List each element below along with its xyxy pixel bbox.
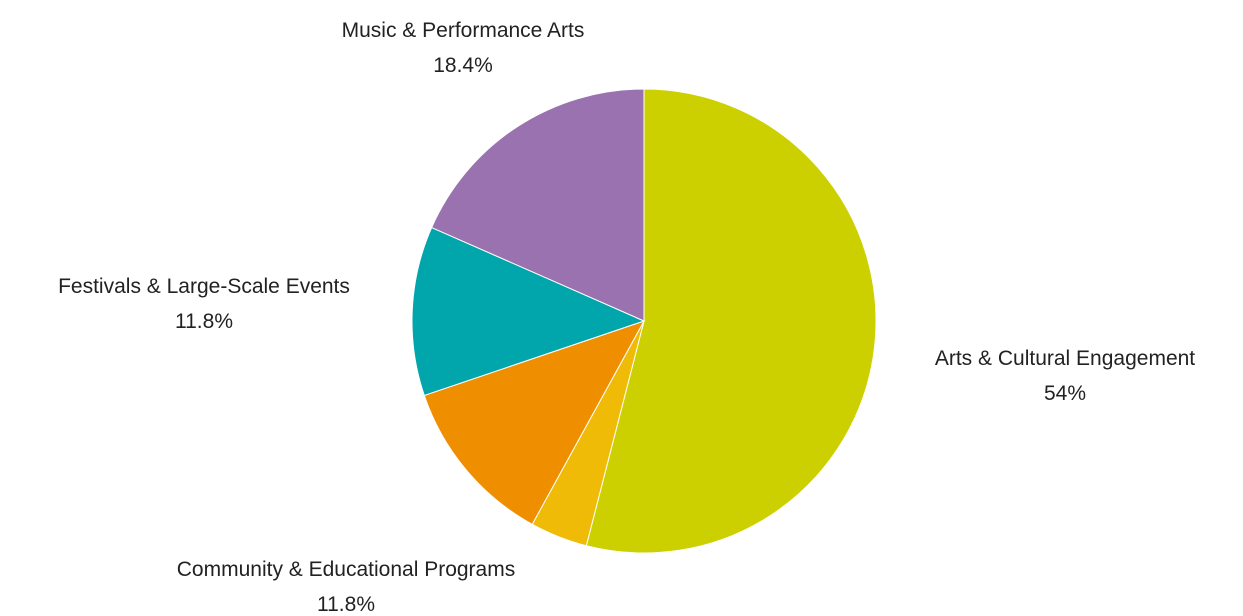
label-community-educational-programs: Community & Educational Programs 11.8% <box>177 558 515 616</box>
label-arts-cultural-engagement: Arts & Cultural Engagement 54% <box>935 347 1195 405</box>
label-festivals-large-scale-events: Festivals & Large-Scale Events 11.8% <box>58 275 350 333</box>
pie-slice-3 <box>411 226 646 397</box>
pie-slices <box>411 88 877 554</box>
slice-label: Community & Educational Programs <box>177 558 515 581</box>
slice-value-label: 11.8% <box>317 593 375 616</box>
slice-value-label: 18.4% <box>433 54 493 77</box>
label-music-performance-arts: Music & Performance Arts 18.4% <box>342 19 585 77</box>
slice-value-label: 11.8% <box>175 310 233 333</box>
pie-slice-2 <box>423 320 646 525</box>
slice-label: Music & Performance Arts <box>342 19 585 42</box>
pie-slice-4 <box>431 88 645 322</box>
slice-value-label: 54% <box>1044 382 1086 405</box>
pie-slice-0 <box>585 88 877 554</box>
slice-label: Arts & Cultural Engagement <box>935 347 1195 370</box>
slice-label: Festivals & Large-Scale Events <box>58 275 350 298</box>
